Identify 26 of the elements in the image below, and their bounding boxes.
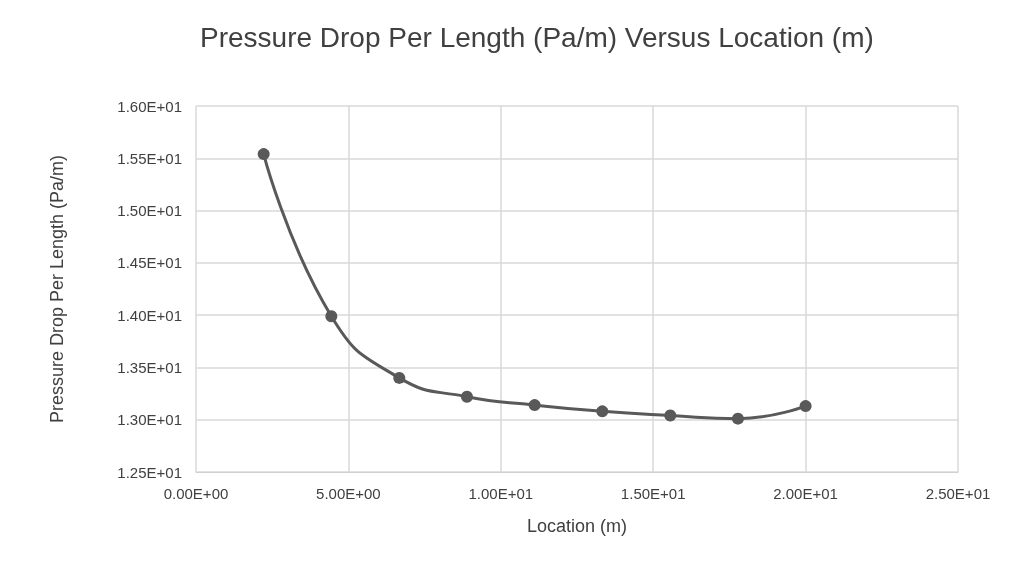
y-tick-label: 1.50E+01: [117, 202, 182, 220]
chart-title: Pressure Drop Per Length (Pa/m) Versus Location (m): [200, 21, 874, 53]
y-axis-title: Pressure Drop Per Length (Pa/m): [47, 154, 67, 424]
point: [731, 412, 744, 425]
point: [257, 148, 270, 161]
y-tick-label: 1.55E+01: [117, 149, 182, 167]
point: [393, 371, 406, 384]
y-tick-label: 1.35E+01: [117, 358, 182, 376]
x-tick-label: 5.00E+00: [316, 485, 381, 502]
y-tick-label: 1.40E+01: [117, 306, 182, 324]
x-tick-label: 0.00E+00: [163, 485, 229, 502]
x-tick-label: 2.00E+01: [773, 485, 838, 502]
x-tick-label: 2.50E+01: [925, 485, 991, 502]
x-axis-title: Location (m): [526, 516, 628, 536]
y-tick-label: 1.60E+01: [117, 97, 182, 115]
point: [799, 400, 812, 413]
point: [460, 390, 473, 403]
y-tick-label: 1.45E+01: [117, 254, 182, 272]
point: [664, 409, 677, 422]
x-tick-label: 1.00E+01: [468, 485, 534, 502]
point: [325, 310, 338, 323]
y-tick-label: 1.30E+01: [117, 411, 182, 429]
point: [596, 405, 609, 418]
point: [528, 399, 541, 412]
x-tick-label: 1.50E+01: [620, 485, 686, 502]
y-tick-label: 1.25E+01: [117, 463, 182, 481]
